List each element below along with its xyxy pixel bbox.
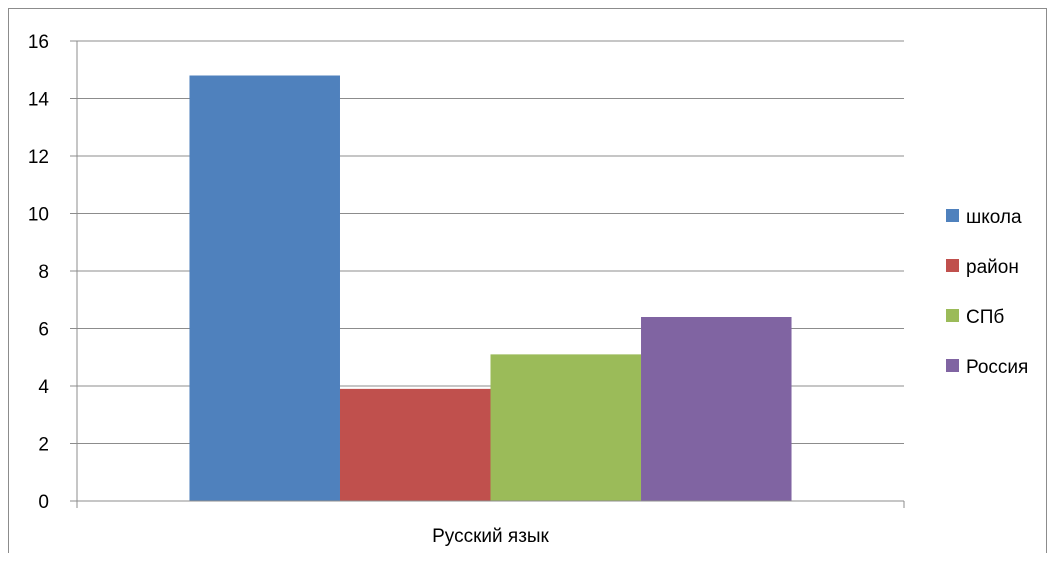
bars xyxy=(189,75,792,501)
y-tick-label: 12 xyxy=(28,147,49,168)
y-tick-label: 0 xyxy=(38,492,49,513)
chart-frame xyxy=(8,8,1047,553)
y-tick-label: 16 xyxy=(28,32,49,53)
legend-label: район xyxy=(966,257,1019,278)
legend-swatch xyxy=(946,359,959,372)
bar-школа xyxy=(189,75,340,501)
y-tick-label: 2 xyxy=(38,435,49,456)
y-tick-label: 14 xyxy=(28,90,50,111)
legend-swatch xyxy=(946,259,959,272)
y-tick-label: 8 xyxy=(38,262,49,283)
y-axis: 0 2 4 6 8 10 12 14 16 xyxy=(28,32,78,513)
y-tick-label: 4 xyxy=(38,377,49,398)
bar-СПб xyxy=(490,354,642,501)
x-category-label: Русский язык xyxy=(432,526,549,547)
x-axis: Русский язык xyxy=(70,500,905,547)
legend-label: Россия xyxy=(966,357,1028,378)
y-tick-label: 10 xyxy=(28,205,49,226)
bar-Россия xyxy=(641,317,792,501)
legend-label: СПб xyxy=(966,307,1004,328)
bar-район xyxy=(339,388,491,501)
legend-swatch xyxy=(946,309,959,322)
legend-swatch xyxy=(946,209,959,222)
y-tick-label: 6 xyxy=(38,320,49,341)
legend-label: школа xyxy=(966,207,1022,228)
legend: школа район СПб Россия xyxy=(946,207,1028,378)
